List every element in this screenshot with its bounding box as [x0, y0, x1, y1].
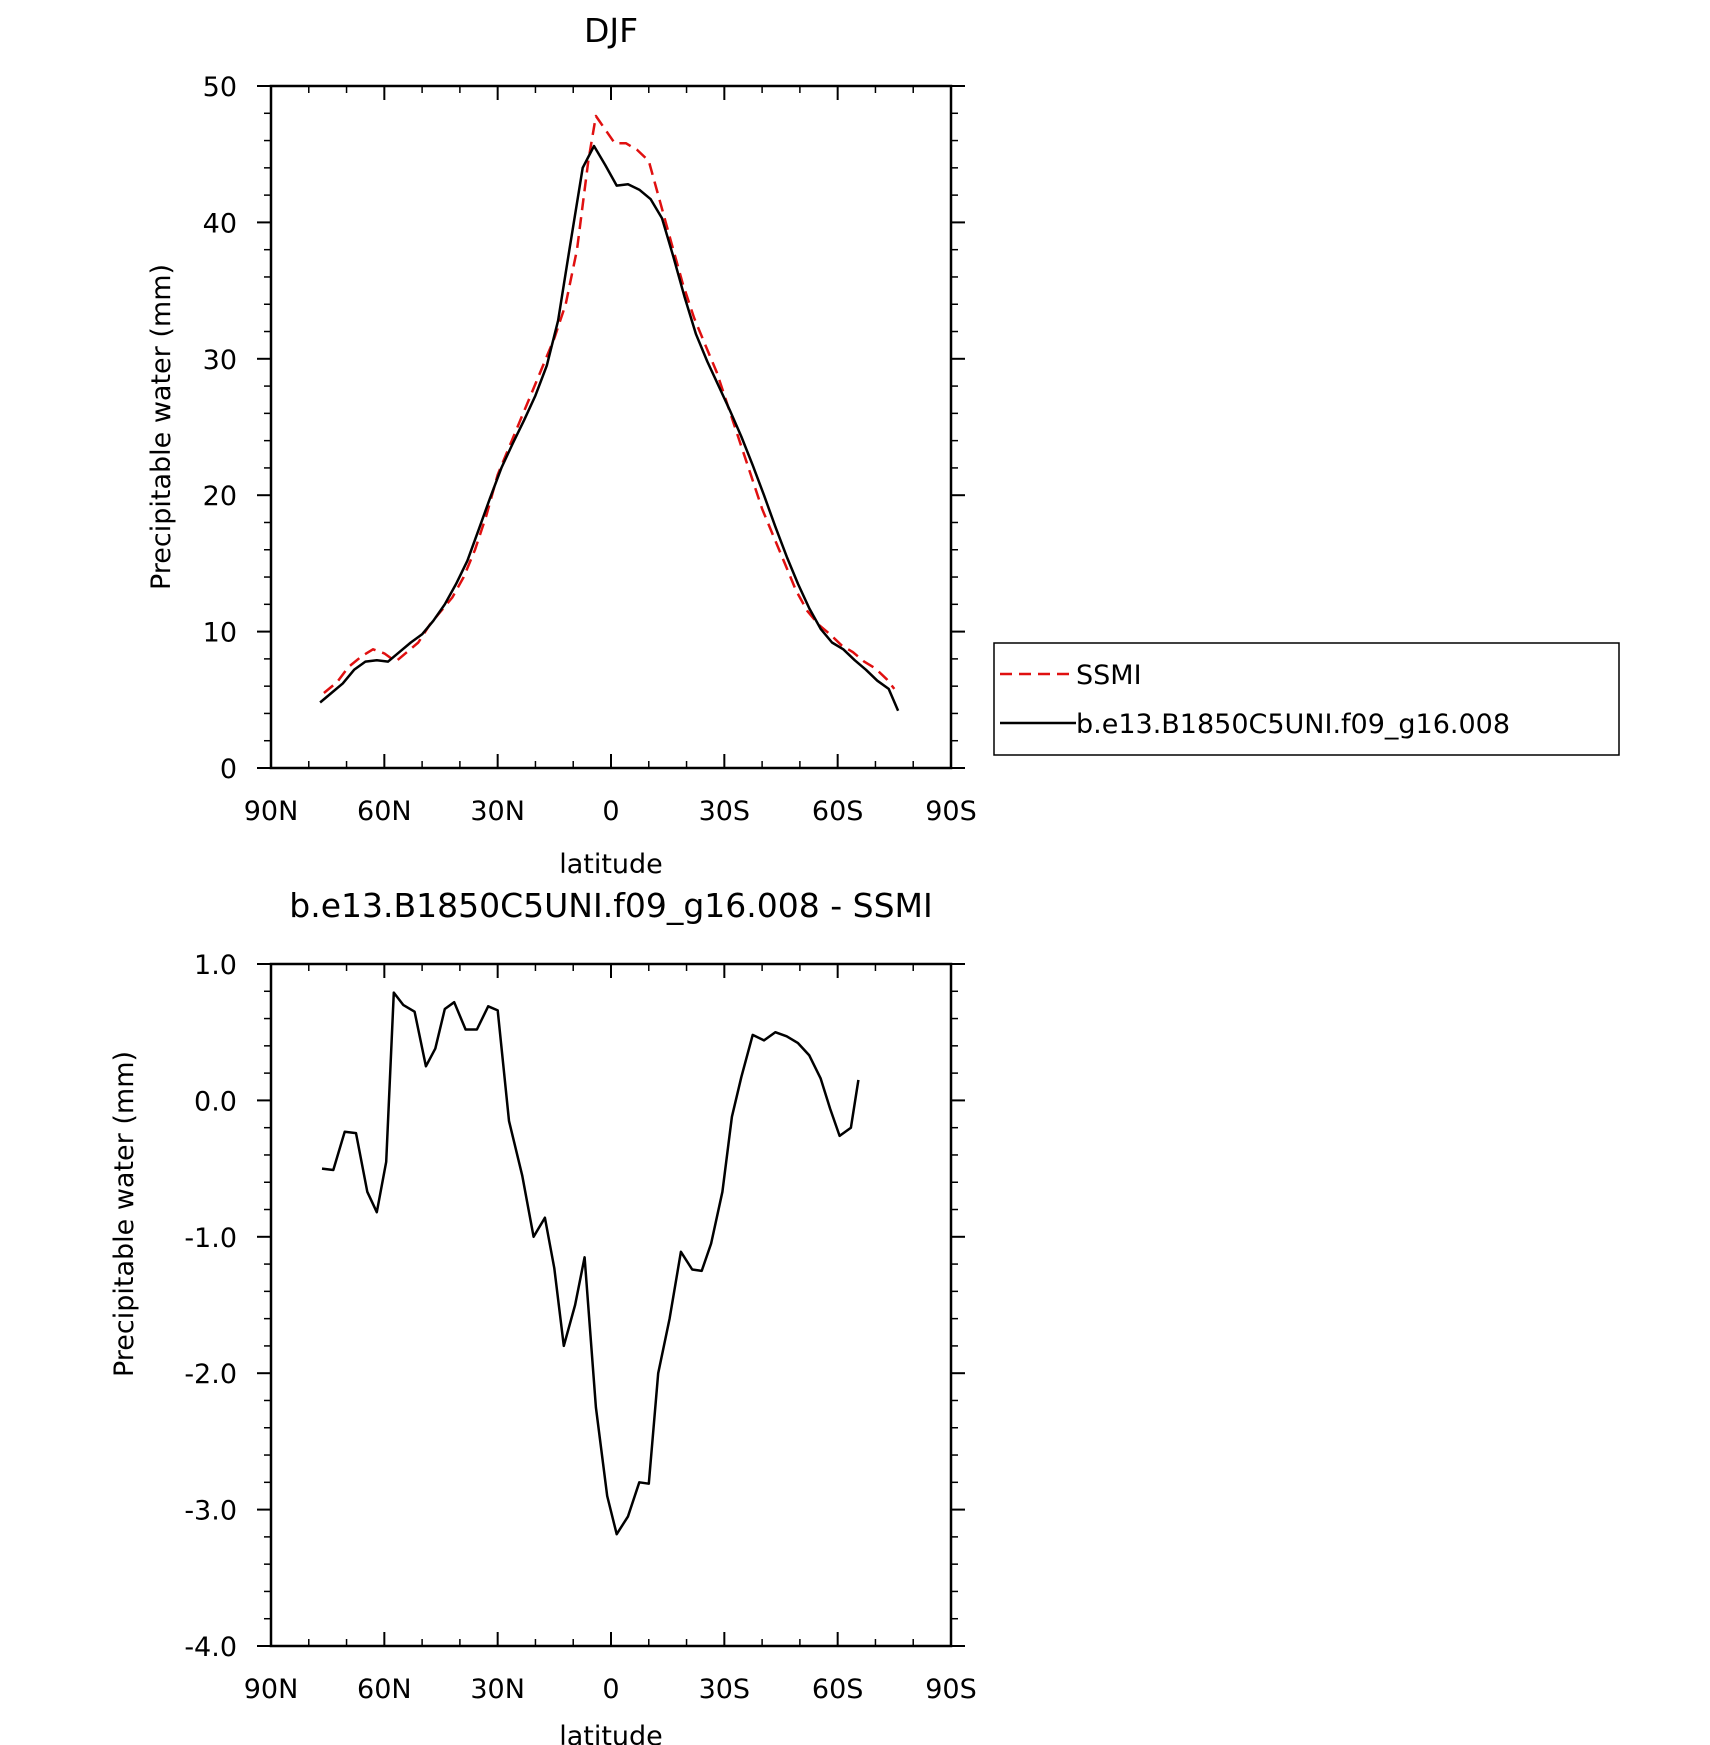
- top-chart-y-tick-label: 40: [203, 208, 237, 239]
- bottom-chart-series-line-0: [321, 991, 860, 1536]
- top-chart-x-tick-label: 30N: [470, 796, 525, 827]
- legend-label-model: b.e13.B1850C5UNI.f09_g16.008: [1076, 709, 1510, 740]
- bottom-chart-ticks: 90N 60N 30N 0 30S 60S 90S 1.0 0.0 -1.0 -2.0 -3.0 -4.…: [184, 950, 976, 1705]
- legend-label-ssmi: SSMI: [1076, 660, 1142, 691]
- top-chart-ticks: 90N 60N 30N 0 30S 60S 90S 0 10 20 30 40 50: [203, 72, 977, 827]
- bottom-chart-x-tick-label: 60S: [812, 1674, 864, 1705]
- top-chart-y-tick-label: 50: [203, 72, 237, 103]
- top-chart-x-tick-label: 90N: [244, 796, 299, 827]
- top-chart-y-tick-label: 20: [203, 481, 237, 512]
- bottom-chart-y-tick-label: -1.0: [184, 1223, 237, 1254]
- bottom-chart-y-tick-label: 1.0: [194, 950, 237, 981]
- legend: SSMI b.e13.B1850C5UNI.f09_g16.008: [993, 642, 1620, 756]
- bottom-chart-panel: b.e13.B1850C5UNI.f09_g16.008 - SSMI Prec…: [109, 886, 977, 1745]
- bottom-chart-y-tick-label: -2.0: [184, 1359, 237, 1390]
- top-chart-series-line-0: [323, 114, 896, 694]
- bottom-chart-x-tick-label: 60N: [357, 1674, 412, 1705]
- top-chart-panel: DJF Precipitable water (mm) latitude 90N…: [146, 11, 977, 880]
- top-chart-y-tick-label: 0: [220, 754, 237, 785]
- bottom-chart-y-tick-label: -3.0: [184, 1496, 237, 1527]
- top-chart-y-axis-label: Precipitable water (mm): [146, 264, 177, 590]
- bottom-chart-x-tick-label: 30S: [699, 1674, 751, 1705]
- top-chart-y-tick-label: 10: [203, 618, 237, 649]
- top-chart-title: DJF: [584, 11, 638, 50]
- top-chart-x-tick-label: 60S: [812, 796, 864, 827]
- bottom-chart-x-axis-label: latitude: [559, 1721, 663, 1745]
- top-chart-x-tick-label: 0: [602, 796, 619, 827]
- top-chart-x-tick-label: 30S: [699, 796, 751, 827]
- top-chart-series: [319, 114, 900, 712]
- top-chart-series-line-1: [319, 144, 900, 712]
- bottom-chart-x-tick-label: 0: [602, 1674, 619, 1705]
- top-chart-x-tick-label: 90S: [925, 796, 977, 827]
- bottom-chart-x-tick-label: 90S: [925, 1674, 977, 1705]
- top-chart-y-tick-label: 30: [203, 345, 237, 376]
- bottom-chart-y-axis-label: Precipitable water (mm): [109, 1051, 140, 1377]
- bottom-chart-x-tick-label: 30N: [470, 1674, 525, 1705]
- bottom-chart-frame: [269, 962, 953, 1648]
- bottom-chart-y-tick-label: 0.0: [194, 1086, 237, 1117]
- top-chart-frame: [269, 84, 953, 770]
- bottom-chart-title: b.e13.B1850C5UNI.f09_g16.008 - SSMI: [289, 886, 932, 925]
- bottom-chart-series: [321, 991, 860, 1536]
- legend-box: [993, 642, 1620, 756]
- top-chart-x-axis-label: latitude: [559, 849, 663, 880]
- bottom-chart-y-tick-label: -4.0: [184, 1632, 237, 1663]
- top-chart-x-tick-label: 60N: [357, 796, 412, 827]
- bottom-chart-x-tick-label: 90N: [244, 1674, 299, 1705]
